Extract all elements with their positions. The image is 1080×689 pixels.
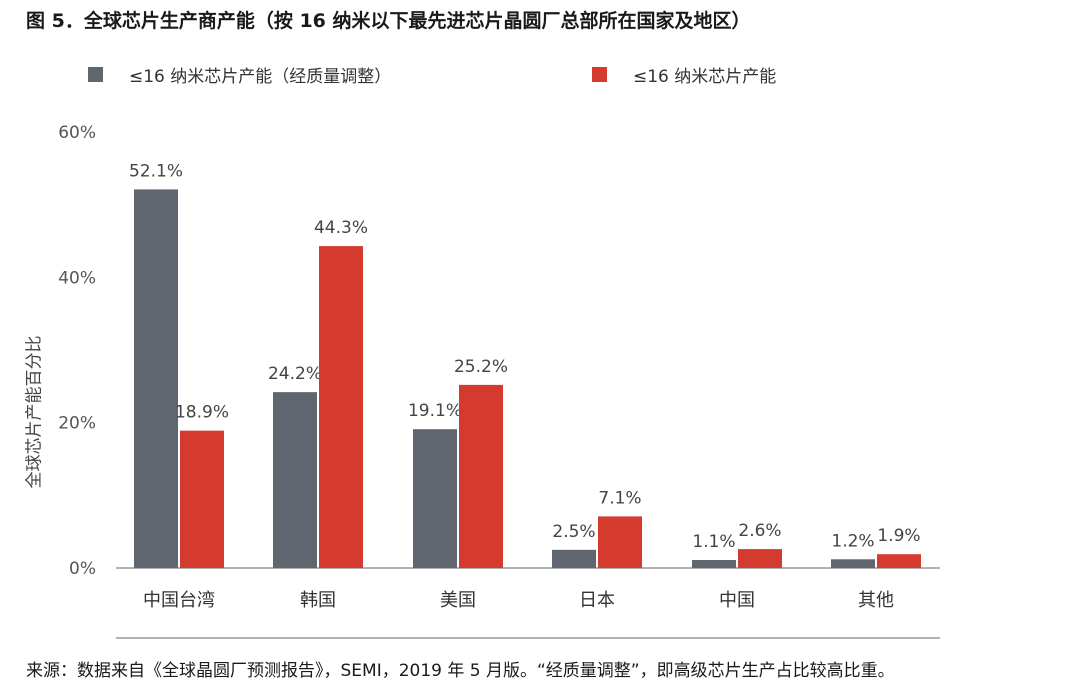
x-tick-label: 中国 bbox=[719, 590, 755, 611]
x-tick-label: 韩国 bbox=[300, 590, 336, 611]
data-label: 2.5% bbox=[552, 522, 595, 542]
data-label: 2.6% bbox=[738, 521, 781, 541]
bar-raw bbox=[738, 549, 782, 568]
y-tick-label: 40% bbox=[58, 268, 96, 288]
x-tick-label: 美国 bbox=[440, 590, 476, 611]
data-label: 24.2% bbox=[268, 364, 322, 384]
legend-swatch-adjusted bbox=[88, 67, 103, 82]
bar-adjusted bbox=[831, 559, 875, 568]
chart-title: 图 5．全球芯片生产商产能（按 16 纳米以下最先进芯片晶圆厂总部所在国家及地区… bbox=[26, 10, 751, 32]
bar-adjusted bbox=[413, 429, 457, 568]
x-tick-label: 中国台湾 bbox=[143, 590, 215, 611]
data-label: 18.9% bbox=[175, 403, 229, 423]
data-label: 25.2% bbox=[454, 357, 508, 377]
bar-adjusted bbox=[273, 392, 317, 568]
legend-swatch-raw bbox=[592, 67, 607, 82]
legend-item-raw: ≤16 纳米芯片产能 bbox=[592, 62, 776, 87]
bar-adjusted bbox=[692, 560, 736, 568]
data-label: 7.1% bbox=[598, 488, 641, 508]
legend-label-adjusted: ≤16 纳米芯片产能（经质量调整） bbox=[129, 67, 392, 87]
x-tick-label: 其他 bbox=[858, 590, 894, 611]
source-note: 来源：数据来自《全球晶圆厂预测报告》，SEMI，2019 年 5 月版。“经质量… bbox=[26, 661, 895, 681]
bar-adjusted bbox=[552, 549, 596, 568]
legend-item-adjusted: ≤16 纳米芯片产能（经质量调整） bbox=[88, 62, 391, 87]
data-label: 1.9% bbox=[877, 526, 920, 546]
y-tick-label: 60% bbox=[58, 123, 96, 143]
data-label: 1.2% bbox=[831, 531, 874, 551]
x-tick-label: 日本 bbox=[579, 590, 615, 611]
bar-raw bbox=[598, 516, 642, 568]
y-tick-label: 20% bbox=[58, 414, 96, 434]
bar-raw bbox=[877, 554, 921, 568]
bar-raw bbox=[459, 384, 503, 568]
data-label: 52.1% bbox=[129, 161, 183, 181]
legend-label-raw: ≤16 纳米芯片产能 bbox=[633, 67, 777, 87]
y-tick-label: 0% bbox=[69, 559, 96, 579]
data-label: 19.1% bbox=[408, 401, 462, 421]
bar-adjusted bbox=[134, 189, 178, 568]
bar-raw bbox=[319, 246, 363, 568]
data-label: 1.1% bbox=[692, 532, 735, 552]
data-label: 44.3% bbox=[314, 218, 368, 238]
bar-raw bbox=[180, 430, 224, 568]
